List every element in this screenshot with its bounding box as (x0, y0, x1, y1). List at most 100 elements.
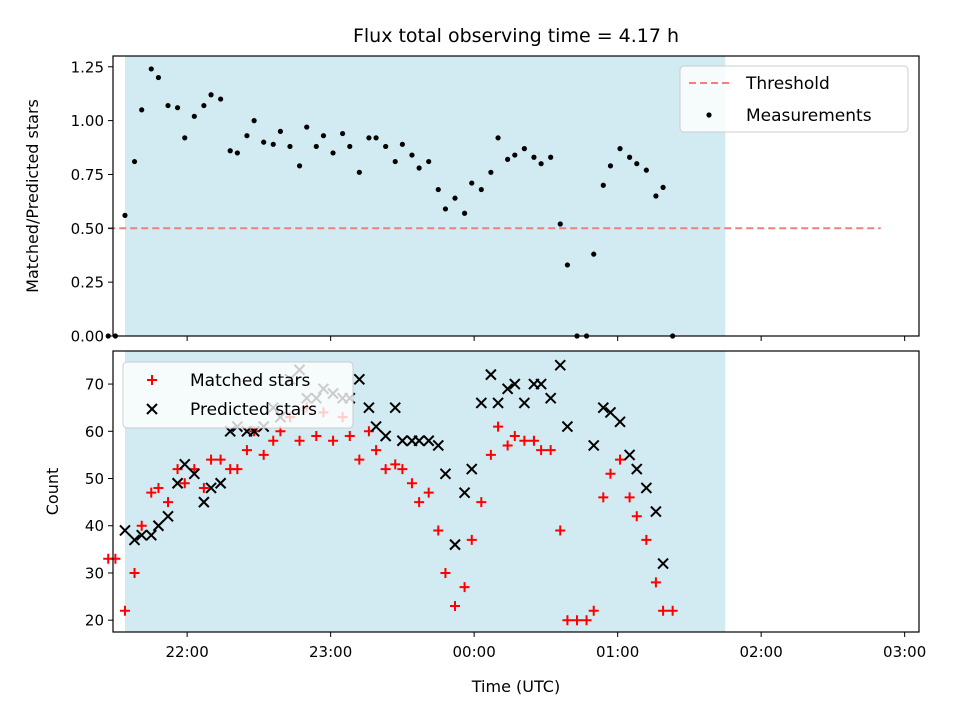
matched-point (232, 464, 243, 475)
measurement-point (607, 163, 614, 169)
matched-point (433, 525, 444, 536)
matched-point (354, 454, 365, 465)
measurement-point (548, 154, 554, 160)
matched-point (658, 605, 669, 616)
predicted-point (650, 505, 662, 518)
matched-point (493, 421, 504, 432)
matched-point (502, 440, 513, 451)
matched-point (476, 497, 487, 508)
predicted-point (379, 430, 392, 442)
matched-point (598, 492, 609, 503)
matched-point (397, 464, 408, 475)
matched-point (509, 431, 520, 442)
ratio-panel: 0.00 0.25 0.50 0.75 1.00 1.25 Matched/Predicte… (23, 55, 920, 346)
matched-point (440, 567, 451, 578)
predicted-point (119, 524, 131, 537)
predicted-point (135, 529, 148, 541)
matched-point (241, 445, 252, 456)
predicted-point (152, 520, 165, 532)
legend-matched-swatch (147, 375, 157, 385)
legend: Threshold Measurements (679, 65, 909, 133)
axes-frame (112, 55, 920, 337)
predicted-point (458, 486, 471, 499)
measurement-point (452, 195, 458, 201)
y-tick-label: 30 (85, 564, 104, 582)
matched-point (206, 454, 217, 465)
predicted-point (485, 368, 497, 381)
matched-point (163, 497, 174, 508)
matched-point (328, 435, 339, 446)
measurement-point (208, 92, 214, 98)
measurement-point (340, 130, 346, 137)
measurement-point (634, 161, 640, 167)
matched-point (605, 468, 616, 479)
legend-measurements-swatch (706, 112, 712, 118)
measurement-point (277, 128, 284, 134)
predicted-point (396, 435, 409, 447)
measurement-point (320, 133, 327, 139)
measurement-point (373, 135, 379, 141)
measurement-point (218, 96, 224, 102)
measurement-point (478, 186, 484, 193)
measurement-point (488, 169, 494, 175)
measurement-point (182, 135, 188, 141)
x-axis-label: Time (UTC) (471, 677, 560, 696)
measurement-point (531, 154, 537, 160)
matched-point (258, 449, 269, 460)
measurement-point (505, 156, 511, 162)
matched-point (650, 577, 661, 588)
measurement-point (538, 161, 544, 167)
matched-point (545, 445, 556, 456)
measurement-point (227, 148, 233, 154)
legend: Matched stars Predicted stars (122, 361, 354, 429)
matched-point (129, 567, 140, 578)
measurement-point (627, 154, 633, 160)
matched-point (562, 615, 573, 626)
predicted-point (561, 420, 574, 433)
measurement-point (148, 66, 154, 72)
predicted-point (535, 378, 547, 390)
matched-point (414, 497, 425, 508)
measurement-point (234, 150, 240, 156)
matched-point (146, 487, 157, 498)
y-tick-label: 0.00 (71, 328, 104, 346)
matched-point (344, 431, 355, 442)
predicted-point (554, 359, 566, 371)
y-tick-label: 1.25 (71, 58, 104, 76)
matched-point (136, 520, 147, 531)
matched-point (536, 445, 547, 456)
y-tick-label: 50 (85, 470, 104, 488)
predicted-point (171, 477, 184, 489)
legend-measurements-label: Measurements (746, 106, 872, 126)
predicted-point (657, 557, 669, 570)
predicted-point (623, 449, 636, 461)
observing-interval (124, 56, 726, 336)
measurement-point (313, 143, 319, 150)
measurement-point (521, 146, 527, 152)
measurement-point (557, 221, 563, 227)
predicted-point (422, 435, 435, 447)
measurement-point (392, 158, 398, 165)
measurement-point (244, 133, 250, 139)
y-tick-label: 1.00 (71, 112, 104, 130)
matched-point (615, 454, 626, 465)
measurement-point (131, 158, 138, 165)
predicted-point (466, 463, 478, 475)
measurement-point (653, 193, 659, 199)
matched-point (588, 605, 599, 616)
predicted-point (198, 496, 210, 508)
matched-point (423, 487, 434, 498)
predicted-point (588, 439, 600, 452)
matched-point (450, 601, 461, 612)
measurement-point (261, 139, 267, 145)
matched-point (179, 478, 190, 489)
predicted-point (544, 392, 557, 404)
predicted-point (389, 401, 401, 414)
predicted-point (363, 401, 375, 414)
y-tick-label: 0.50 (71, 220, 104, 238)
predicted-point (214, 477, 227, 489)
x-tick-label: 02:00 (740, 643, 783, 661)
measurement-point (287, 143, 293, 150)
measurement-point (399, 141, 405, 147)
predicted-point (509, 378, 521, 390)
